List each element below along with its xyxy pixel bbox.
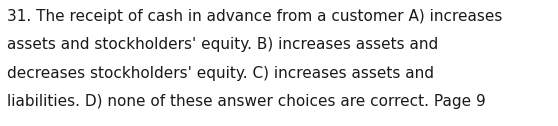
Text: assets and stockholders' equity. B) increases assets and: assets and stockholders' equity. B) incr… xyxy=(7,37,439,52)
Text: liabilities. D) none of these answer choices are correct. Page 9: liabilities. D) none of these answer cho… xyxy=(7,94,486,109)
Text: 31. The receipt of cash in advance from a customer A) increases: 31. The receipt of cash in advance from … xyxy=(7,9,503,24)
Text: decreases stockholders' equity. C) increases assets and: decreases stockholders' equity. C) incre… xyxy=(7,66,434,81)
